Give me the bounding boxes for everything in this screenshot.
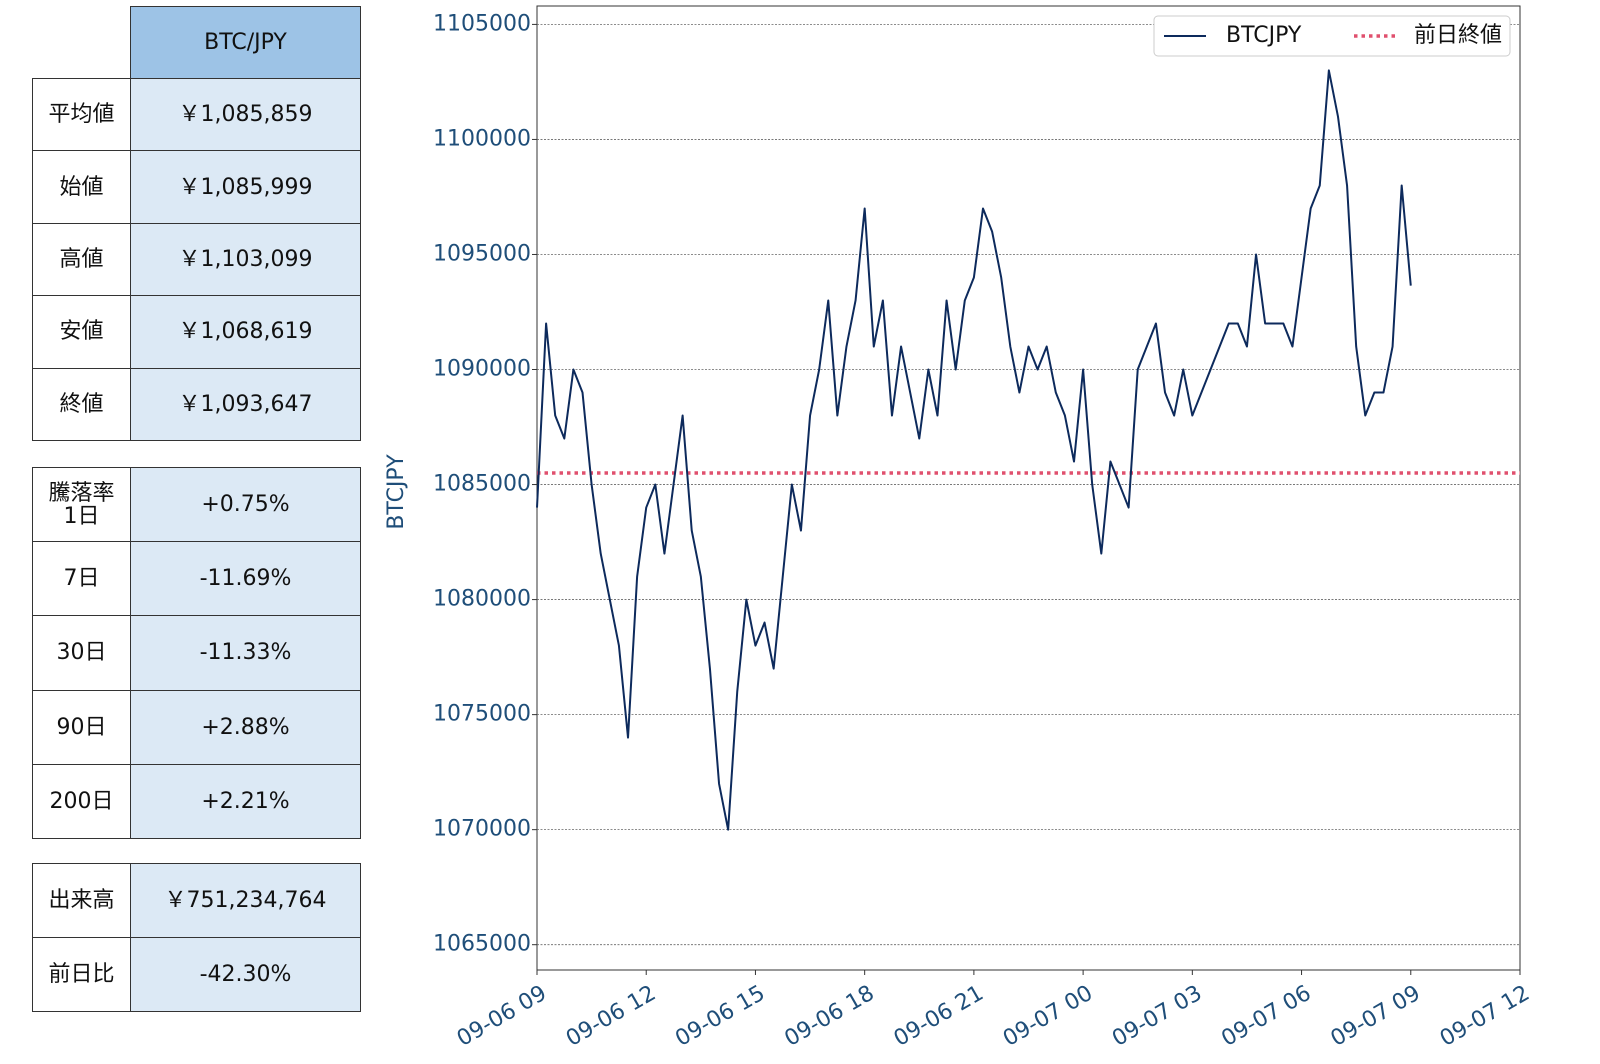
x-tick-label: 09-07 12 — [1436, 981, 1534, 1052]
value-text: +2.88% — [201, 714, 290, 740]
value-text: +2.21% — [201, 788, 290, 814]
value-text: ￥1,093,647 — [178, 391, 313, 417]
row-value: -42.30% — [130, 937, 361, 1012]
x-tick-label: 09-06 09 — [453, 981, 551, 1052]
y-tick-label: 1095000 — [433, 241, 531, 266]
y-axis-label: BTCJPY — [384, 454, 409, 530]
y-tick-label: 1085000 — [433, 472, 531, 497]
label-text: 高値 — [59, 246, 104, 272]
y-tick-label: 1105000 — [433, 11, 531, 36]
label-text: 終値 — [59, 391, 104, 417]
x-tick-label: 09-06 21 — [890, 981, 988, 1052]
label-text: 平均値 — [48, 102, 115, 128]
label-text: 安値 — [59, 319, 104, 345]
label-text: 200日 — [49, 788, 114, 814]
label-text: 30日 — [56, 640, 107, 666]
x-tick-label: 09-07 00 — [999, 981, 1097, 1052]
x-tick-label: 09-06 12 — [562, 981, 660, 1052]
row-value: ￥1,068,619 — [130, 295, 361, 369]
row-label: 騰落率 1日 — [32, 467, 131, 543]
row-value: +0.75% — [130, 467, 361, 543]
row-value: +2.88% — [130, 689, 361, 765]
label-text: 1日 — [63, 503, 100, 529]
row-value: -11.69% — [130, 541, 361, 617]
row-value: ￥1,093,647 — [130, 367, 361, 441]
label-text: 7日 — [63, 566, 100, 592]
y-tick-label: 1065000 — [433, 932, 531, 957]
row-value: +2.21% — [130, 763, 361, 839]
row-value: -11.33% — [130, 615, 361, 691]
y-tick-label: 1080000 — [433, 587, 531, 612]
label-text: 前日比 — [48, 961, 115, 987]
label-text: 出来高 — [48, 887, 115, 913]
x-tick-label: 09-07 06 — [1217, 981, 1315, 1052]
table-header: BTC/JPY — [130, 6, 361, 79]
legend-box — [1153, 15, 1511, 57]
row-value: ￥1,085,859 — [130, 78, 361, 152]
label-text: 90日 — [56, 714, 107, 740]
legend-label: 前日終値 — [1414, 23, 1502, 48]
value-text: -42.30% — [199, 961, 292, 987]
header-text: BTC/JPY — [204, 29, 287, 55]
price-line — [536, 69, 1412, 831]
value-text: +0.75% — [201, 492, 290, 518]
y-tick-label: 1100000 — [433, 126, 531, 151]
legend-label: BTCJPY — [1226, 23, 1302, 48]
x-tick-label: 09-06 15 — [671, 981, 769, 1052]
label-text: 始値 — [59, 174, 104, 200]
row-value: ￥1,103,099 — [130, 222, 361, 297]
x-tick-label: 09-07 09 — [1327, 981, 1425, 1052]
value-text: ￥1,068,619 — [178, 319, 313, 345]
y-tick-label: 1070000 — [433, 817, 531, 842]
x-tick-label: 09-07 03 — [1108, 981, 1206, 1052]
value-text: ￥1,085,999 — [178, 174, 313, 200]
x-tick-label: 09-06 18 — [780, 981, 878, 1052]
table-title: 騰落率 — [48, 480, 115, 506]
value-text: -11.33% — [199, 640, 292, 666]
value-text: ￥751,234,764 — [164, 887, 327, 913]
y-tick-label: 1090000 — [433, 357, 531, 382]
value-text: -11.69% — [199, 566, 292, 592]
value-text: ￥1,085,859 — [178, 102, 313, 128]
value-text: ￥1,103,099 — [178, 246, 313, 272]
y-tick-label: 1075000 — [433, 702, 531, 727]
plot-area — [536, 5, 1521, 971]
